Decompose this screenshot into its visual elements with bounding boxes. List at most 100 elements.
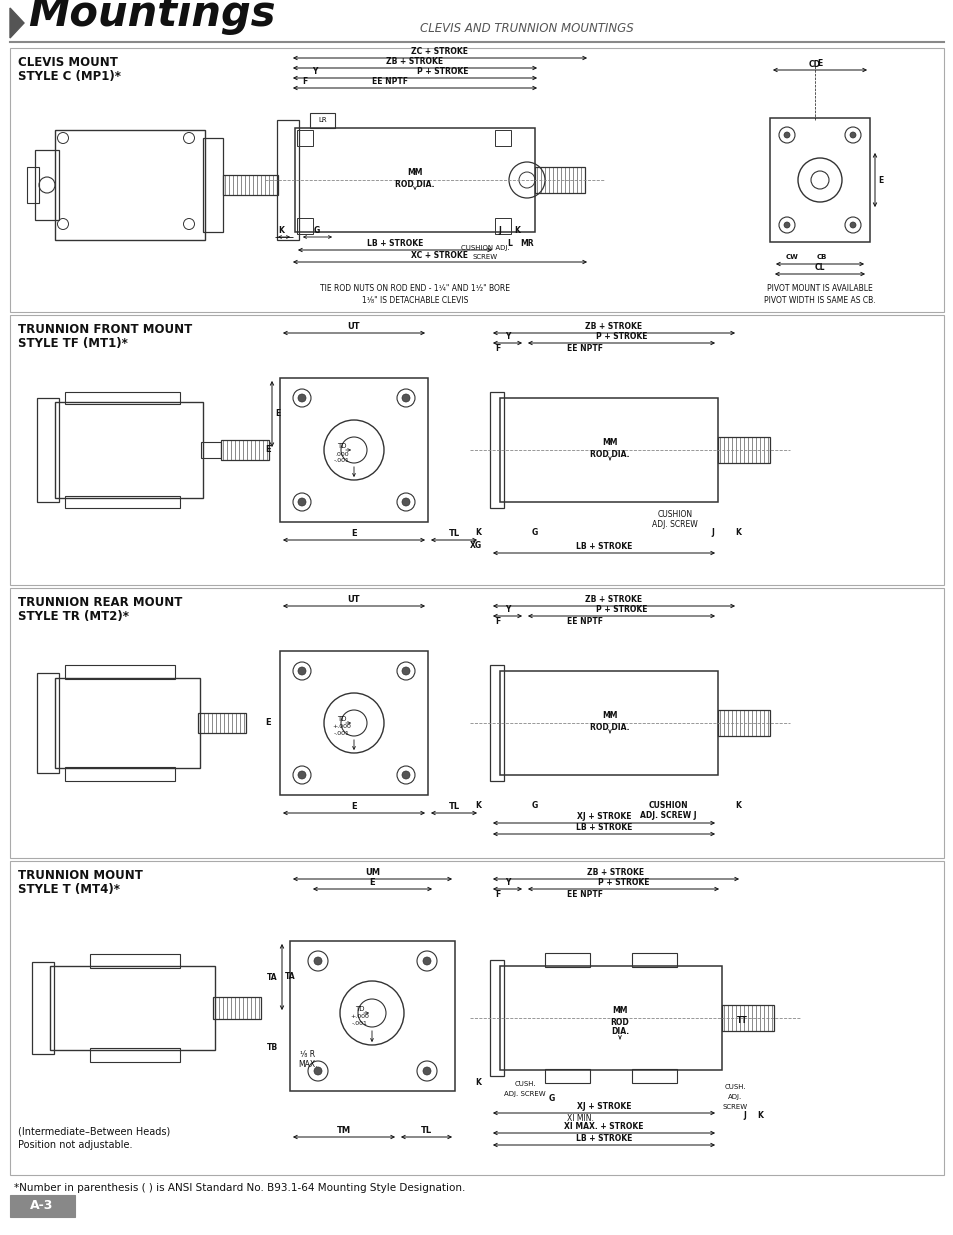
Text: LB + STROKE: LB + STROKE: [576, 542, 632, 551]
Bar: [290, 941, 455, 1091]
Circle shape: [314, 1067, 322, 1074]
Text: E: E: [351, 529, 356, 538]
Bar: [544, 953, 589, 967]
Text: TD: TD: [337, 716, 346, 722]
Text: CW: CW: [784, 254, 798, 261]
Text: LR: LR: [318, 117, 327, 124]
Text: E: E: [877, 175, 882, 184]
Text: J: J: [711, 529, 714, 537]
Text: F: F: [495, 890, 500, 899]
Text: CL: CL: [814, 263, 824, 272]
Text: -.001: -.001: [352, 1021, 368, 1026]
Bar: [10, 1195, 75, 1216]
Text: K: K: [475, 529, 480, 537]
Text: J: J: [742, 1112, 745, 1120]
Bar: [55, 678, 200, 768]
Text: E: E: [265, 446, 271, 454]
Bar: [10, 315, 943, 585]
Text: ROD DIA.: ROD DIA.: [395, 180, 435, 189]
Text: F: F: [495, 345, 500, 353]
Bar: [10, 861, 943, 1174]
Bar: [50, 966, 214, 1050]
Text: +.000: +.000: [350, 1014, 369, 1020]
Text: CLEVIS MOUNT: CLEVIS MOUNT: [18, 56, 118, 69]
Text: Mountings: Mountings: [28, 0, 275, 35]
Text: ADJ.: ADJ.: [727, 1094, 741, 1100]
Circle shape: [849, 132, 855, 138]
Text: ROD DIA.: ROD DIA.: [590, 450, 629, 459]
Bar: [65, 767, 174, 781]
Text: Position not adjustable.: Position not adjustable.: [18, 1140, 132, 1150]
Text: G: G: [314, 226, 320, 235]
Text: E: E: [817, 59, 821, 68]
Bar: [631, 1070, 677, 1083]
Bar: [296, 219, 313, 233]
Text: LB + STROKE: LB + STROKE: [576, 823, 632, 832]
Text: 1¹⁄₈" IS DETACHABLE CLEVIS: 1¹⁄₈" IS DETACHABLE CLEVIS: [361, 296, 468, 305]
Text: P + STROKE: P + STROKE: [595, 332, 646, 341]
Text: TT: TT: [736, 1016, 746, 1025]
Text: A-3: A-3: [30, 1199, 53, 1213]
Text: MM: MM: [601, 711, 618, 720]
Text: MM: MM: [407, 168, 422, 177]
Text: ADJ. SCREW: ADJ. SCREW: [652, 520, 698, 529]
Bar: [203, 138, 223, 232]
Text: CLEVIS AND TRUNNION MOUNTINGS: CLEVIS AND TRUNNION MOUNTINGS: [419, 21, 633, 35]
Text: TRUNNION MOUNT: TRUNNION MOUNT: [18, 869, 143, 882]
Text: E: E: [370, 878, 375, 887]
Bar: [201, 442, 221, 458]
Bar: [65, 496, 180, 508]
Bar: [499, 671, 718, 776]
Text: CUSHION: CUSHION: [647, 802, 687, 810]
Bar: [631, 953, 677, 967]
Bar: [10, 48, 943, 312]
Bar: [32, 962, 54, 1053]
Text: TA: TA: [285, 972, 295, 982]
Text: ZB + STROKE: ZB + STROKE: [585, 322, 642, 331]
Text: LB + STROKE: LB + STROKE: [366, 240, 423, 248]
Text: TB: TB: [266, 1044, 277, 1052]
Text: TRUNNION REAR MOUNT: TRUNNION REAR MOUNT: [18, 597, 182, 609]
Circle shape: [422, 957, 431, 965]
Text: CB: CB: [816, 254, 826, 261]
Text: TL: TL: [420, 1126, 432, 1135]
Text: EE NPTF: EE NPTF: [566, 345, 602, 353]
Bar: [27, 167, 39, 203]
Bar: [90, 953, 180, 968]
Bar: [37, 398, 59, 501]
Text: MR: MR: [519, 240, 534, 248]
Bar: [10, 588, 943, 858]
Text: STYLE TR (MT2)*: STYLE TR (MT2)*: [18, 610, 129, 622]
Text: XI MIN.: XI MIN.: [566, 1114, 593, 1123]
Text: G: G: [532, 529, 537, 537]
Text: CUSHION: CUSHION: [657, 510, 692, 519]
Text: XI MAX. + STROKE: XI MAX. + STROKE: [563, 1123, 643, 1131]
Bar: [35, 149, 59, 220]
Text: -.001: -.001: [334, 458, 350, 463]
Text: XJ + STROKE: XJ + STROKE: [577, 811, 631, 821]
Text: Y: Y: [505, 332, 510, 341]
Bar: [223, 175, 277, 195]
Text: ZB + STROKE: ZB + STROKE: [587, 868, 644, 877]
Text: Y: Y: [505, 878, 510, 887]
Text: EE NPTF: EE NPTF: [372, 77, 408, 86]
Text: K: K: [475, 1078, 480, 1087]
Text: SCREW: SCREW: [472, 254, 497, 261]
Text: STYLE T (MT4)*: STYLE T (MT4)*: [18, 883, 120, 897]
Text: J: J: [498, 226, 501, 235]
Text: (Intermediate–Between Heads): (Intermediate–Between Heads): [18, 1128, 170, 1137]
Bar: [495, 219, 511, 233]
Text: XC + STROKE: XC + STROKE: [411, 251, 468, 261]
Bar: [90, 1049, 180, 1062]
Circle shape: [297, 667, 306, 676]
Text: TL: TL: [448, 529, 459, 538]
Bar: [65, 664, 174, 679]
Bar: [294, 128, 535, 232]
Text: Y: Y: [312, 67, 317, 77]
Text: PIVOT MOUNT IS AVAILABLE: PIVOT MOUNT IS AVAILABLE: [766, 284, 872, 293]
Bar: [276, 120, 298, 240]
Text: K: K: [475, 802, 480, 810]
Text: E: E: [265, 719, 271, 727]
Bar: [221, 440, 269, 459]
Text: UT: UT: [347, 595, 360, 604]
